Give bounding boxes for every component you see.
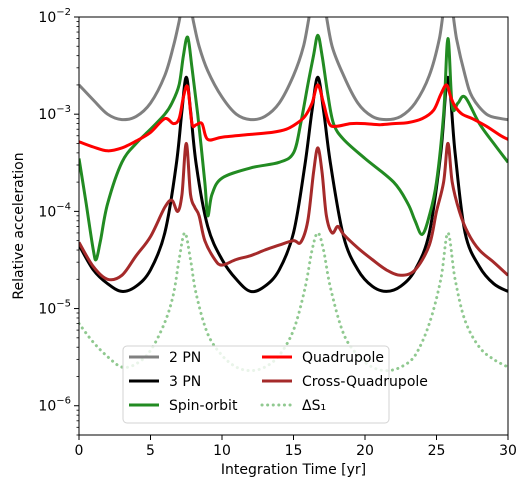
series-line-quadrupole xyxy=(79,83,508,153)
x-tick-label: 20 xyxy=(356,443,374,459)
x-tick-label: 15 xyxy=(285,443,303,459)
x-tick-label: 30 xyxy=(499,443,517,459)
legend: 2 PN Quadrupole 3 PN Cross-Quadrupole Spin-o… xyxy=(122,345,428,424)
legend-box xyxy=(122,345,390,424)
x-tick-label: 0 xyxy=(75,443,84,459)
x-tick-label: 25 xyxy=(428,443,446,459)
series-line-2-pn xyxy=(79,17,508,122)
legend-label-s: ΔS₁ xyxy=(302,398,326,414)
x-axis-label: Integration Time [yr] xyxy=(221,462,366,478)
legend-label-2-pn: 2 PN xyxy=(169,350,201,366)
y-axis-label: Relative acceleration xyxy=(11,152,27,299)
x-tick-label: 5 xyxy=(146,443,155,459)
legend-label-cross-quadrupole: Cross-Quadrupole xyxy=(302,374,428,390)
series-line-s xyxy=(79,231,508,373)
x-tick-label: 10 xyxy=(213,443,231,459)
y-tick-label: 10−5 xyxy=(38,299,71,318)
legend-label-3-pn: 3 PN xyxy=(169,374,201,390)
y-tick-label: 10−2 xyxy=(38,7,71,26)
y-tick-label: 10−6 xyxy=(38,396,71,415)
legend-label-spin-orbit: Spin-orbit xyxy=(169,398,238,414)
x-axis: 0 5 10 15 20 25 30 xyxy=(75,435,517,459)
series-line-cross-quadrupole xyxy=(79,141,508,282)
y-axis: 10−6 10−5 10−4 10−3 10−2 xyxy=(38,7,79,436)
y-tick-label: 10−3 xyxy=(38,104,71,123)
legend-label-quadrupole: Quadrupole xyxy=(302,350,384,366)
series-layer xyxy=(79,17,508,373)
y-tick-label: 10−4 xyxy=(38,201,71,220)
